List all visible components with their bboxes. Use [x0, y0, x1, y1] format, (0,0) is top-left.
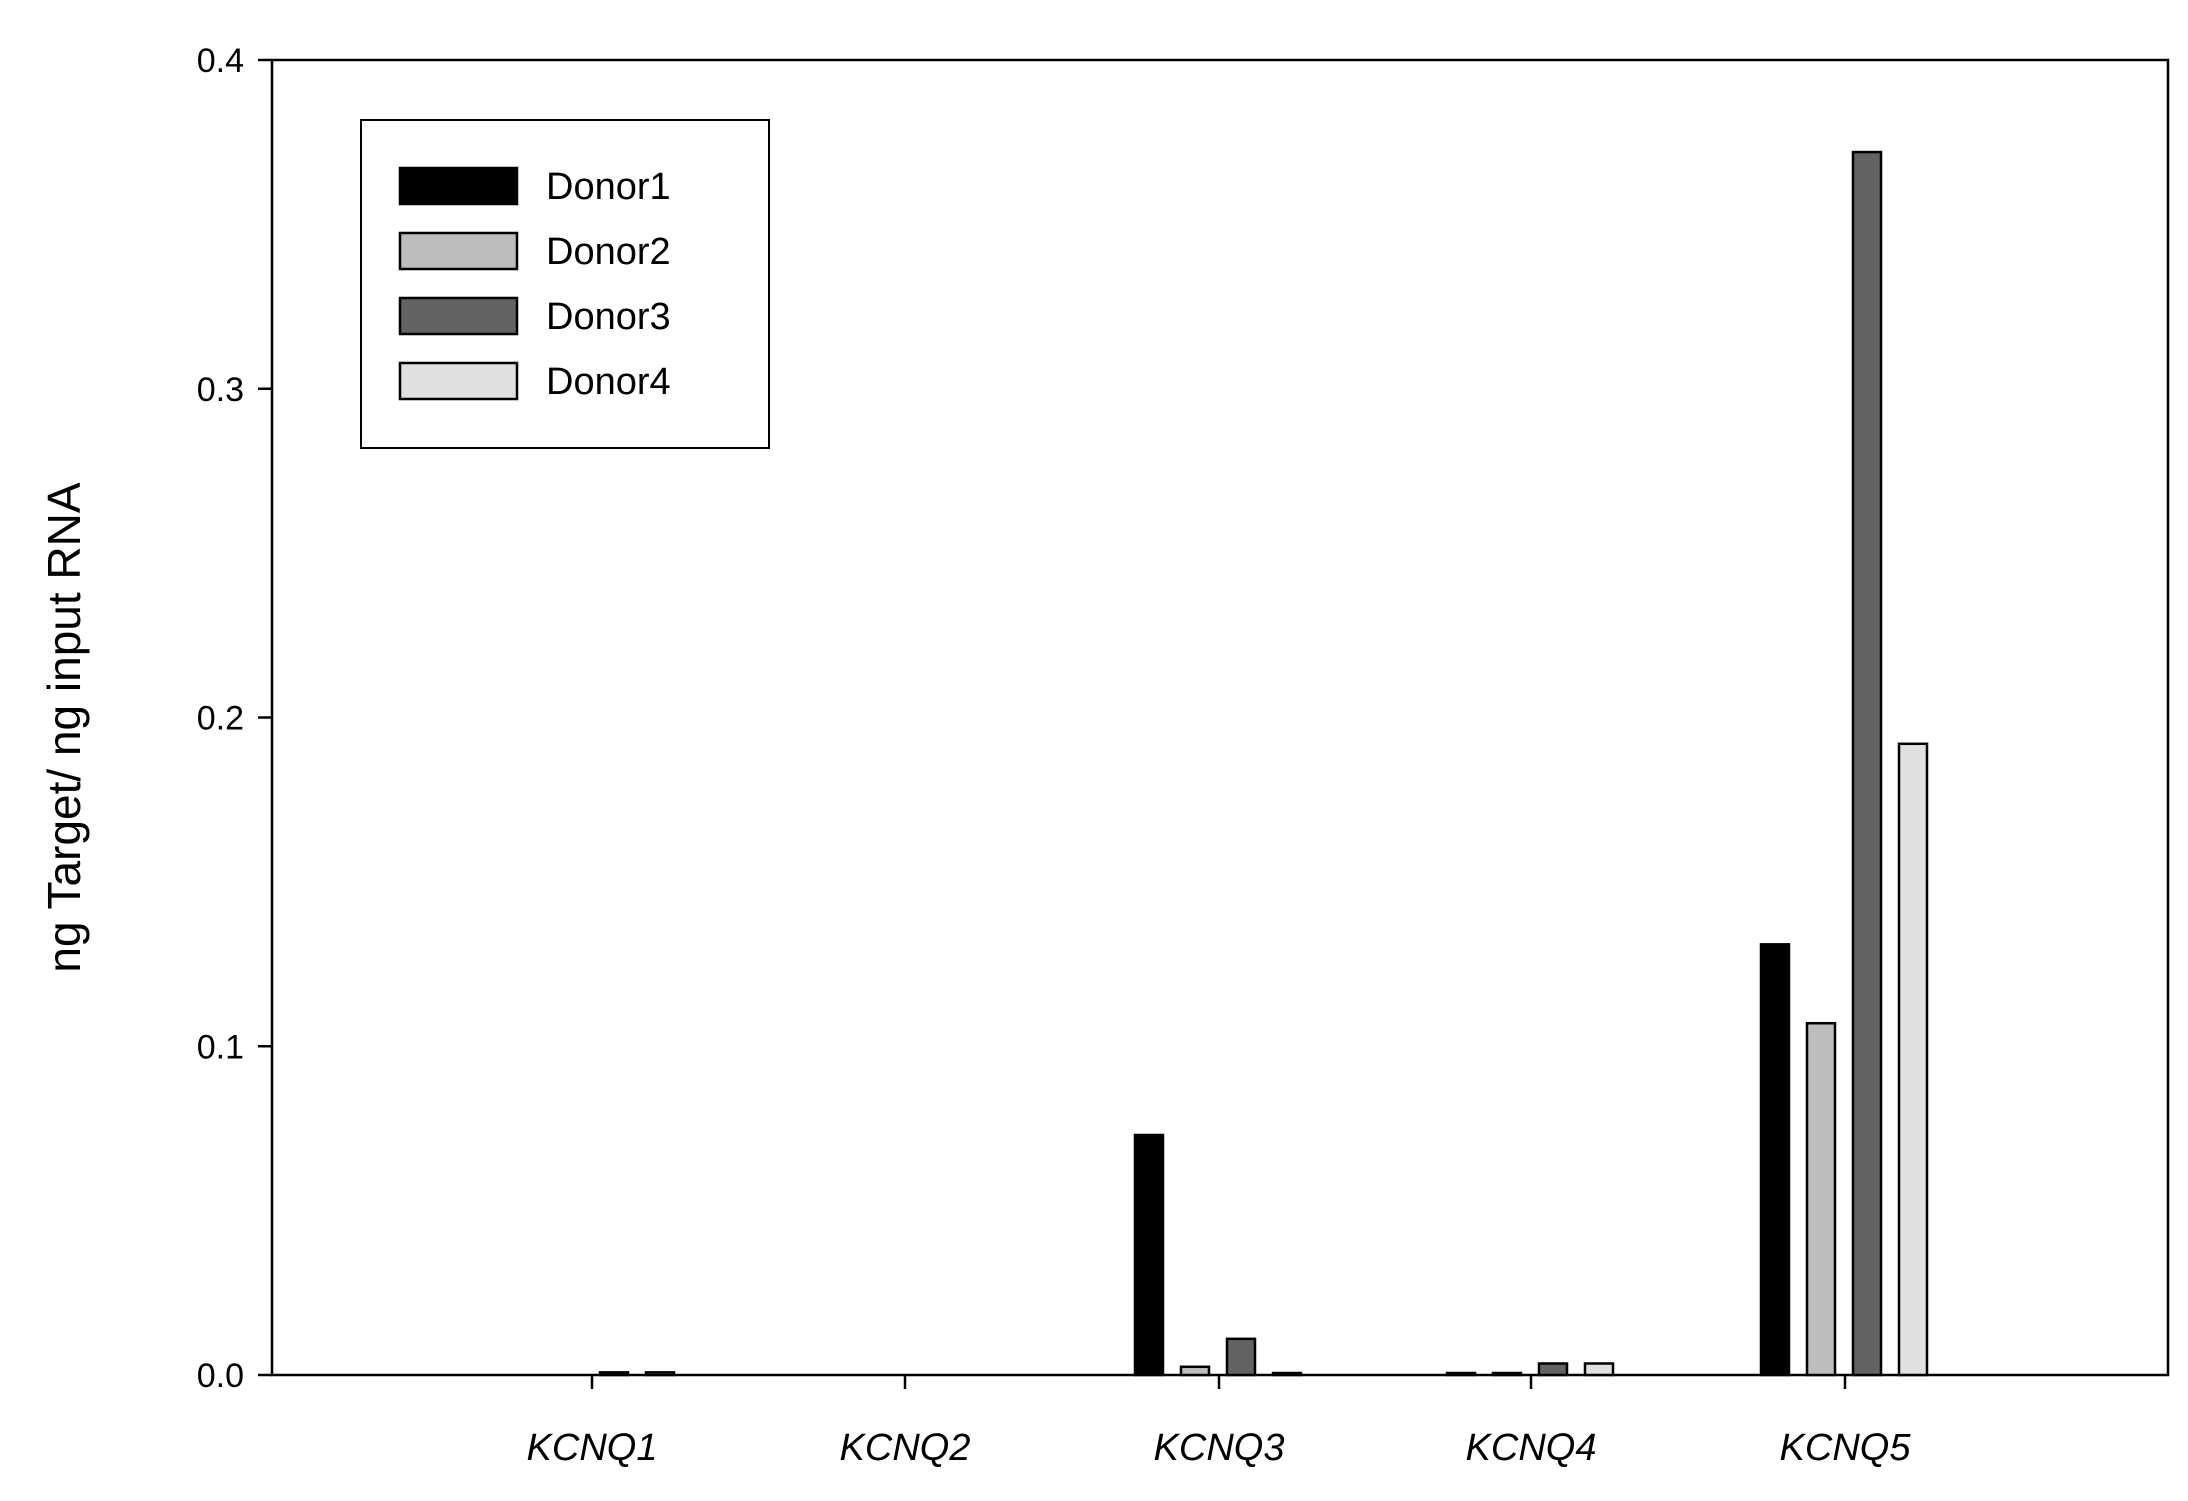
- legend-label-donor2: Donor2: [546, 231, 671, 273]
- y-tick-label: 0.4: [197, 42, 244, 80]
- y-tick-label: 0.2: [197, 700, 244, 738]
- legend-swatch-donor3: [398, 296, 519, 336]
- axes: 0.0 0.1 0.2 0.3 0.4 KCNQ1 KCNQ2 KCNQ3 KCNQ4 KCNQ5: [197, 42, 1912, 1469]
- legend-label-donor3: Donor3: [546, 296, 671, 338]
- bar-donor4-kcnq1: [644, 1371, 676, 1377]
- bar-donor1-kcnq4: [1445, 1371, 1477, 1377]
- y-tick-label: 0.3: [197, 371, 244, 409]
- legend-label-donor1: Donor1: [546, 166, 671, 208]
- bars: [598, 150, 1929, 1377]
- bar-donor1-kcnq5: [1759, 943, 1791, 1377]
- y-axis-title: ng Target/ ng input RNA: [38, 482, 90, 972]
- x-tick-label: KCNQ5: [1780, 1427, 1912, 1469]
- y-tick-label: 0.0: [197, 1357, 244, 1395]
- bar-donor4-kcnq3: [1271, 1371, 1303, 1377]
- x-tick-label: KCNQ3: [1154, 1427, 1285, 1469]
- bar-donor3-kcnq4: [1537, 1362, 1569, 1377]
- legend-swatch-donor2: [398, 231, 519, 271]
- legend-swatch-donor1: [398, 166, 519, 206]
- x-tick-label: KCNQ4: [1466, 1427, 1597, 1469]
- bar-donor1-kcnq3: [1133, 1133, 1165, 1377]
- bar-donor4-kcnq5: [1897, 742, 1929, 1377]
- x-tick-label: KCNQ1: [527, 1427, 658, 1469]
- bar-donor3-kcnq1: [598, 1371, 630, 1377]
- y-tick-label: 0.1: [197, 1028, 244, 1066]
- bar-donor2-kcnq5: [1805, 1021, 1837, 1377]
- legend-label-donor4: Donor4: [546, 361, 671, 403]
- bar-donor2-kcnq3: [1179, 1365, 1211, 1377]
- legend-swatch-donor4: [398, 361, 519, 401]
- bar-donor4-kcnq4: [1583, 1362, 1615, 1377]
- bar-donor3-kcnq5: [1851, 150, 1883, 1377]
- bar-donor2-kcnq4: [1491, 1371, 1523, 1377]
- x-tick-label: KCNQ2: [840, 1427, 971, 1469]
- bar-donor3-kcnq3: [1225, 1337, 1257, 1377]
- legend: Donor1 Donor2 Donor3 Donor4: [360, 119, 770, 449]
